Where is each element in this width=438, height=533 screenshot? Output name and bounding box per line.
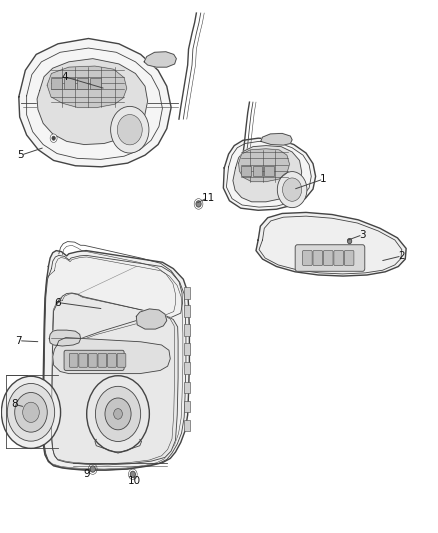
FancyBboxPatch shape xyxy=(184,401,190,413)
Polygon shape xyxy=(49,330,81,346)
FancyBboxPatch shape xyxy=(184,324,190,336)
Text: 8: 8 xyxy=(11,399,18,409)
FancyBboxPatch shape xyxy=(88,353,97,367)
Circle shape xyxy=(196,201,201,207)
FancyBboxPatch shape xyxy=(64,78,75,90)
FancyBboxPatch shape xyxy=(51,78,62,90)
Polygon shape xyxy=(52,293,178,465)
Circle shape xyxy=(50,134,57,142)
Circle shape xyxy=(23,402,39,423)
Polygon shape xyxy=(239,149,290,182)
Circle shape xyxy=(117,115,142,145)
Polygon shape xyxy=(233,146,302,202)
Circle shape xyxy=(347,238,352,244)
FancyBboxPatch shape xyxy=(323,251,333,265)
Text: 4: 4 xyxy=(61,71,68,82)
Circle shape xyxy=(130,471,135,478)
Polygon shape xyxy=(47,66,127,108)
Circle shape xyxy=(7,383,55,441)
Circle shape xyxy=(283,178,302,201)
Polygon shape xyxy=(37,59,148,144)
Circle shape xyxy=(114,409,122,419)
Circle shape xyxy=(87,376,149,452)
Polygon shape xyxy=(261,133,292,145)
FancyBboxPatch shape xyxy=(77,78,88,90)
Text: 9: 9 xyxy=(83,470,89,479)
FancyBboxPatch shape xyxy=(241,166,251,176)
FancyBboxPatch shape xyxy=(184,343,190,355)
FancyBboxPatch shape xyxy=(264,166,274,176)
Circle shape xyxy=(105,398,131,430)
FancyBboxPatch shape xyxy=(295,245,365,271)
Circle shape xyxy=(15,392,47,432)
FancyBboxPatch shape xyxy=(69,353,78,367)
Polygon shape xyxy=(19,38,171,167)
FancyBboxPatch shape xyxy=(303,251,312,265)
Polygon shape xyxy=(256,213,406,276)
FancyBboxPatch shape xyxy=(184,419,190,431)
Text: 2: 2 xyxy=(399,251,405,261)
FancyBboxPatch shape xyxy=(344,251,354,265)
Circle shape xyxy=(111,107,149,153)
Polygon shape xyxy=(223,138,316,211)
Circle shape xyxy=(95,386,141,441)
Text: 5: 5 xyxy=(18,150,24,160)
Text: 7: 7 xyxy=(15,336,22,346)
Circle shape xyxy=(52,136,55,140)
Text: 6: 6 xyxy=(55,297,61,308)
FancyBboxPatch shape xyxy=(64,350,124,370)
Polygon shape xyxy=(53,337,170,374)
FancyBboxPatch shape xyxy=(98,353,107,367)
Text: 3: 3 xyxy=(359,230,366,240)
FancyBboxPatch shape xyxy=(313,251,322,265)
FancyBboxPatch shape xyxy=(90,78,102,90)
Polygon shape xyxy=(136,309,167,329)
Circle shape xyxy=(1,376,60,448)
FancyBboxPatch shape xyxy=(184,305,190,317)
FancyBboxPatch shape xyxy=(184,362,190,374)
FancyBboxPatch shape xyxy=(117,353,126,367)
Circle shape xyxy=(90,466,95,472)
Text: 1: 1 xyxy=(320,174,327,184)
Polygon shape xyxy=(43,251,189,470)
FancyBboxPatch shape xyxy=(184,382,190,393)
Circle shape xyxy=(277,172,307,208)
FancyBboxPatch shape xyxy=(108,353,116,367)
FancyBboxPatch shape xyxy=(253,166,262,176)
Polygon shape xyxy=(144,52,177,67)
Text: 10: 10 xyxy=(127,477,141,486)
Text: 11: 11 xyxy=(201,192,215,203)
FancyBboxPatch shape xyxy=(184,287,190,299)
FancyBboxPatch shape xyxy=(334,251,343,265)
FancyBboxPatch shape xyxy=(79,353,88,367)
